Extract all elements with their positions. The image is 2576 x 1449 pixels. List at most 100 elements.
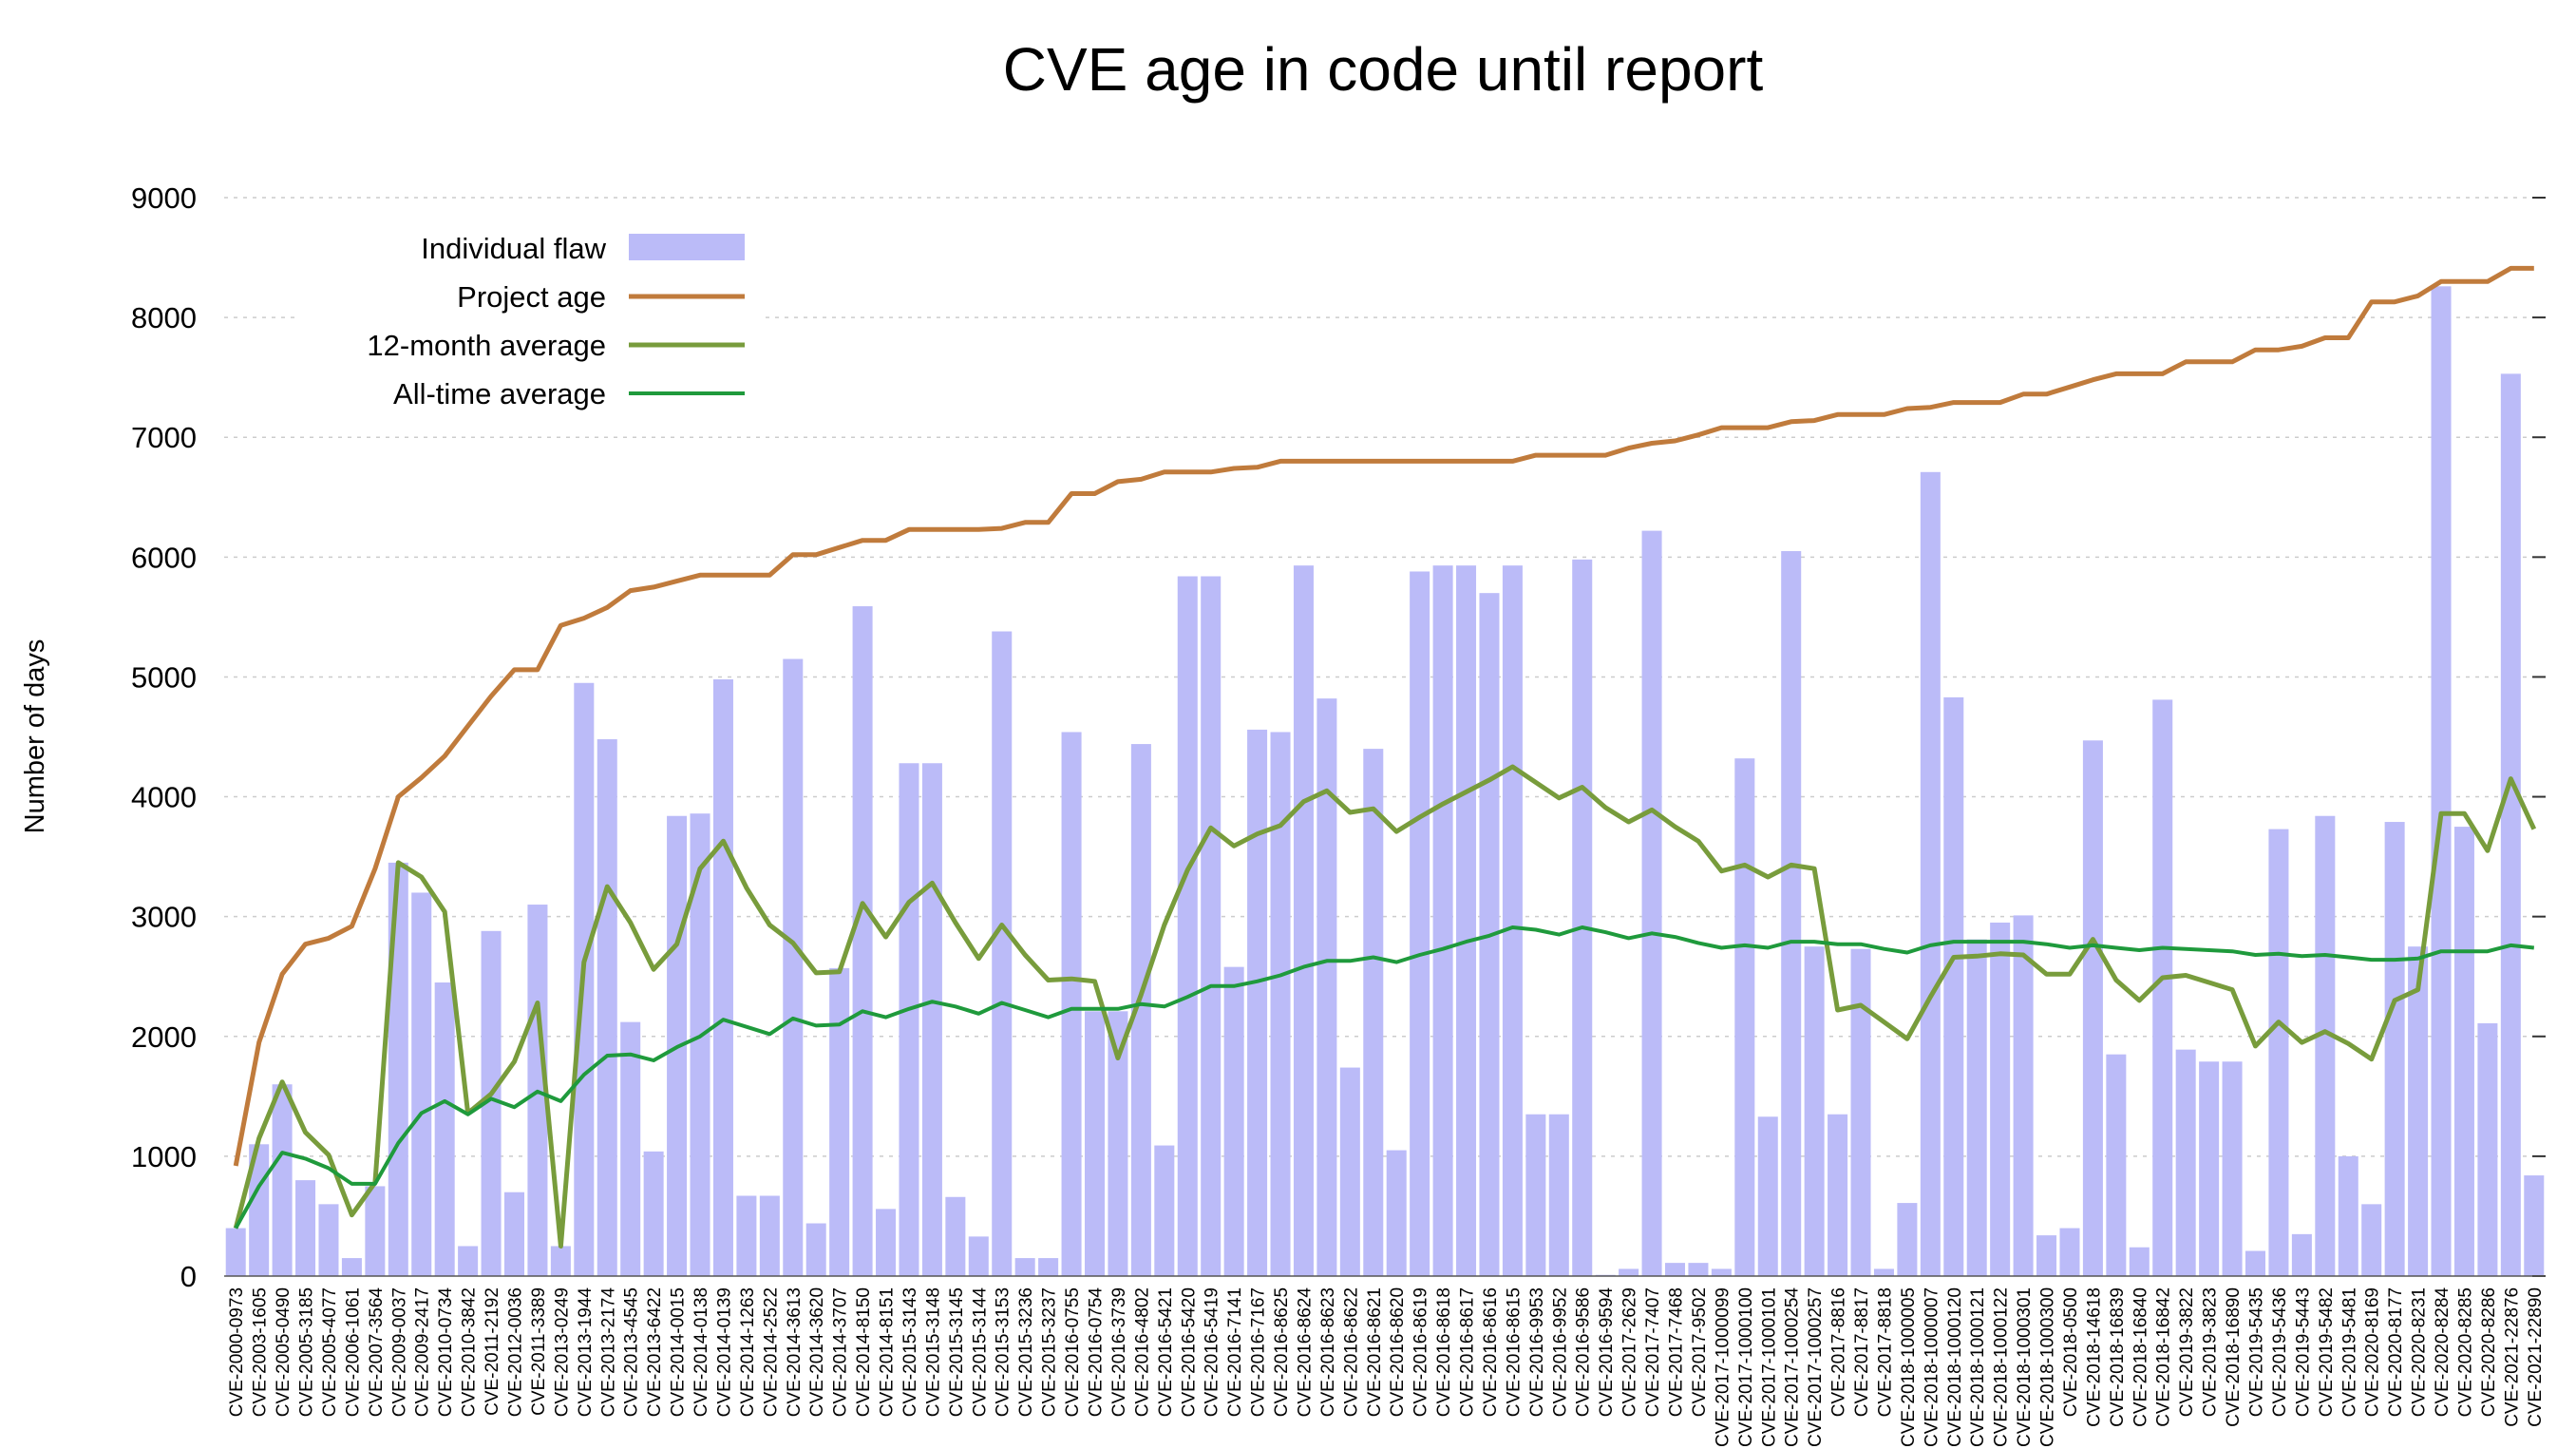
x-tick-label: CVE-2016-9586 xyxy=(1574,1287,1594,1417)
legend-label-individual-flaw: Individual flaw xyxy=(421,232,606,265)
x-tick-label: CVE-2017-1000101 xyxy=(1759,1287,1779,1447)
bar-series xyxy=(225,286,2545,1277)
bar xyxy=(1014,1258,1035,1276)
x-tick-label: CVE-2016-9594 xyxy=(1597,1287,1617,1418)
x-tick-label: CVE-2016-3739 xyxy=(1109,1287,1129,1417)
bar xyxy=(992,631,1013,1276)
bar xyxy=(1223,966,1244,1276)
bar xyxy=(2431,286,2452,1276)
bar xyxy=(2222,1061,2243,1276)
y-axis-label: Number of days xyxy=(20,639,50,834)
chart-title: CVE age in code until report xyxy=(1003,35,1764,104)
x-tick-label: CVE-2011-2192 xyxy=(483,1287,502,1416)
x-tick-label: CVE-2018-16890 xyxy=(2224,1287,2244,1427)
x-tick-label: CVE-2016-8617 xyxy=(1458,1287,1478,1417)
bar xyxy=(2408,946,2429,1276)
x-tick-label: CVE-2017-8818 xyxy=(1876,1287,1896,1417)
y-tick-label: 7000 xyxy=(131,421,197,454)
x-tick-label: CVE-2019-5443 xyxy=(2293,1287,2313,1417)
bar xyxy=(1386,1150,1407,1276)
x-tick-label: CVE-2014-2522 xyxy=(761,1287,781,1417)
bar xyxy=(1664,1263,1686,1276)
x-tick-label: CVE-2020-8231 xyxy=(2410,1287,2430,1417)
x-tick-label: CVE-2020-8169 xyxy=(2363,1287,2383,1417)
x-tick-label: CVE-2005-3185 xyxy=(297,1287,317,1417)
x-tick-label: CVE-2020-8177 xyxy=(2386,1287,2406,1417)
bar xyxy=(876,1209,897,1276)
bar xyxy=(2175,1049,2196,1276)
bar xyxy=(2152,699,2173,1276)
bar xyxy=(1572,559,1593,1276)
x-tick-label: CVE-2014-0138 xyxy=(691,1287,711,1417)
legend-label-project-age: Project age xyxy=(457,280,606,314)
bar xyxy=(1363,749,1384,1276)
bar xyxy=(690,813,710,1276)
x-tick-label: CVE-2018-1000007 xyxy=(1922,1287,1941,1447)
bar xyxy=(2291,1233,2312,1276)
bar xyxy=(2059,1228,2080,1276)
x-tick-label: CVE-2016-8616 xyxy=(1481,1287,1501,1417)
x-tick-label: CVE-2016-0755 xyxy=(1063,1287,1083,1417)
x-tick-label: CVE-2019-3823 xyxy=(2201,1287,2221,1417)
bar xyxy=(1247,729,1268,1276)
x-tick-label: CVE-2012-0036 xyxy=(506,1287,526,1417)
bar xyxy=(945,1196,966,1276)
x-tick-label: CVE-2017-1000099 xyxy=(1713,1287,1733,1447)
axes: 0 1000 2000 3000 4000 5000 6000 7000 8000 9000 CVE… xyxy=(131,181,2546,1447)
x-tick-label: CVE-2018-0500 xyxy=(2061,1287,2081,1417)
x-tick-label: CVE-2005-0490 xyxy=(274,1287,294,1417)
x-tick-label: CVE-2015-3143 xyxy=(900,1287,920,1417)
bar xyxy=(365,1186,386,1276)
bar xyxy=(318,1204,339,1276)
x-tick-label: CVE-2016-8623 xyxy=(1318,1287,1338,1417)
x-tick-label: CVE-2018-16839 xyxy=(2108,1287,2128,1427)
x-tick-label: CVE-2016-8621 xyxy=(1365,1287,1385,1417)
x-tick-label: CVE-2014-3613 xyxy=(785,1287,805,1417)
x-tick-label: CVE-2018-14618 xyxy=(2084,1287,2104,1427)
bar xyxy=(295,1180,316,1276)
bar xyxy=(829,967,850,1276)
bar xyxy=(1804,946,1825,1276)
bar xyxy=(921,763,942,1276)
x-tick-label: CVE-2017-7468 xyxy=(1667,1287,1687,1417)
bar xyxy=(2036,1235,2057,1276)
x-tick-label: CVE-2015-3144 xyxy=(970,1287,990,1418)
x-tick-label: CVE-2014-8150 xyxy=(854,1287,874,1417)
x-tick-label: CVE-2016-5419 xyxy=(1203,1287,1222,1417)
x-tick-label: CVE-2013-0249 xyxy=(552,1287,572,1417)
bar xyxy=(1920,471,1941,1276)
x-tick-label: CVE-2018-1000120 xyxy=(1945,1287,1965,1447)
y-tick-label: 5000 xyxy=(131,660,197,694)
bar xyxy=(2013,915,2034,1276)
bar xyxy=(1130,744,1151,1276)
bar xyxy=(272,1084,293,1276)
x-tick-label: CVE-2016-0754 xyxy=(1087,1287,1107,1418)
bar xyxy=(968,1236,989,1276)
x-tick-label: CVE-2016-4802 xyxy=(1132,1287,1152,1417)
bar xyxy=(2384,822,2405,1276)
bar xyxy=(434,982,455,1276)
bar xyxy=(1897,1203,1918,1276)
y-tick-label: 8000 xyxy=(131,301,197,334)
x-tick-label: CVE-2014-0015 xyxy=(669,1287,689,1417)
x-tick-label: CVE-2000-0973 xyxy=(227,1287,247,1417)
bar xyxy=(1619,1268,1639,1276)
legend-label-12-month-average: 12-month average xyxy=(367,329,606,362)
y-tick-label: 2000 xyxy=(131,1020,197,1054)
x-tick-label: CVE-2003-1605 xyxy=(251,1287,271,1417)
bar xyxy=(1688,1263,1709,1276)
bar xyxy=(1966,939,1987,1276)
x-tick-label: CVE-2017-8816 xyxy=(1829,1287,1849,1417)
bar xyxy=(2315,815,2336,1276)
bar xyxy=(2129,1247,2150,1276)
bar xyxy=(2524,1175,2545,1276)
x-tick-label: CVE-2018-16840 xyxy=(2131,1287,2150,1427)
x-tick-label: CVE-2016-8618 xyxy=(1434,1287,1454,1417)
bar xyxy=(411,892,432,1276)
bar xyxy=(1850,948,1871,1276)
y-tick-label: 1000 xyxy=(131,1140,197,1173)
x-tick-label: CVE-2010-0734 xyxy=(436,1287,456,1418)
x-tick-label: CVE-2019-5481 xyxy=(2339,1287,2359,1417)
bar xyxy=(1293,565,1314,1276)
bar xyxy=(1828,1114,1848,1276)
